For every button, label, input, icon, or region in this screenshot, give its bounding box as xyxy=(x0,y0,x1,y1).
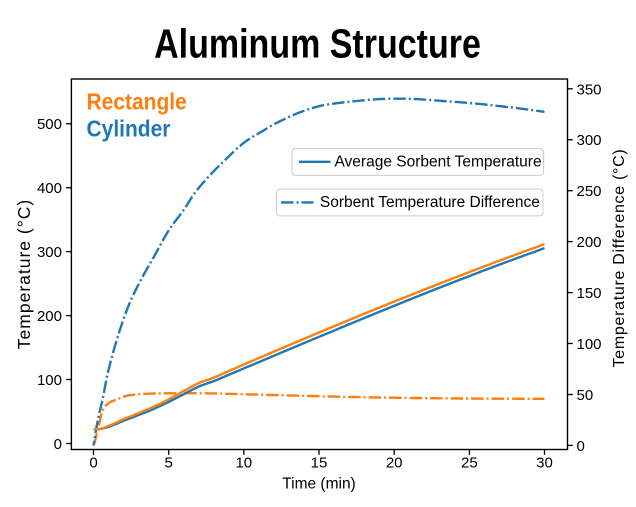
svg-text:Time (min): Time (min) xyxy=(282,476,355,493)
svg-text:Rectangle: Rectangle xyxy=(87,89,187,115)
svg-text:Temperature (°C): Temperature (°C) xyxy=(14,199,34,349)
svg-text:150: 150 xyxy=(577,285,602,302)
svg-text:400: 400 xyxy=(37,180,62,197)
svg-text:100: 100 xyxy=(37,372,62,389)
svg-text:200: 200 xyxy=(37,308,62,325)
svg-text:500: 500 xyxy=(37,116,62,133)
svg-text:0: 0 xyxy=(89,455,97,472)
svg-text:25: 25 xyxy=(461,455,478,472)
svg-text:Sorbent Temperature Difference: Sorbent Temperature Difference xyxy=(320,194,540,211)
svg-text:200: 200 xyxy=(577,234,602,251)
svg-text:300: 300 xyxy=(37,244,62,261)
svg-text:Aluminum Structure: Aluminum Structure xyxy=(154,20,481,66)
svg-text:Cylinder: Cylinder xyxy=(87,116,171,142)
svg-text:250: 250 xyxy=(577,183,602,200)
svg-text:30: 30 xyxy=(536,455,553,472)
svg-text:350: 350 xyxy=(577,81,602,98)
svg-text:20: 20 xyxy=(386,455,403,472)
svg-text:15: 15 xyxy=(311,455,328,472)
svg-text:Average Sorbent Temperature: Average Sorbent Temperature xyxy=(335,154,542,171)
svg-text:300: 300 xyxy=(577,132,602,149)
svg-text:10: 10 xyxy=(235,455,252,472)
svg-text:0: 0 xyxy=(577,438,585,455)
svg-text:100: 100 xyxy=(577,336,602,353)
svg-text:Temperature Difference (°C): Temperature Difference (°C) xyxy=(611,149,628,368)
svg-text:50: 50 xyxy=(577,387,594,404)
svg-text:5: 5 xyxy=(165,455,173,472)
svg-text:0: 0 xyxy=(54,436,62,453)
